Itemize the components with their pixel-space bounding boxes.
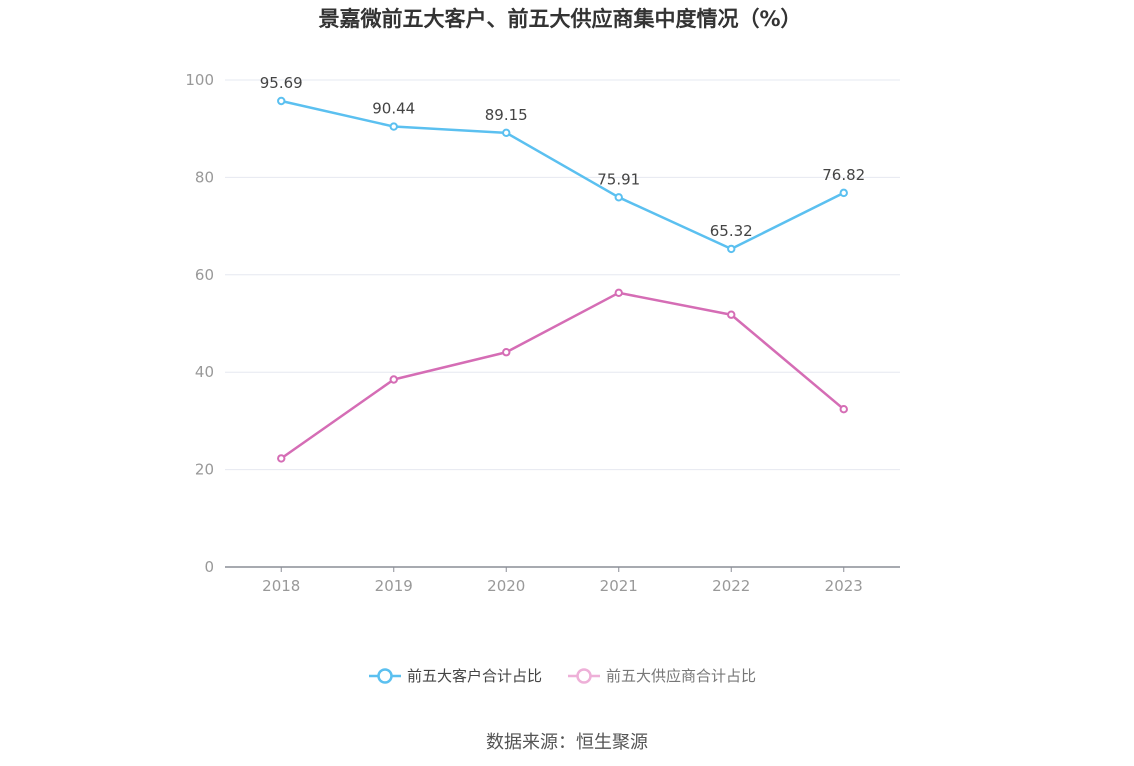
data-point[interactable]	[614, 288, 623, 298]
source-note: 数据来源：恒生聚源	[486, 732, 648, 753]
data-point[interactable]	[727, 244, 736, 254]
legend-label: 前五大客户合计占比	[407, 667, 542, 685]
data-label: 90.44	[372, 100, 415, 118]
data-point[interactable]	[389, 375, 398, 384]
x-tick-label: 2020	[487, 577, 525, 595]
legend-marker-icon	[377, 668, 393, 684]
data-point[interactable]	[277, 454, 286, 463]
series-layer: 95.69 90.44 89.15 75.91 65.32 76.82	[260, 74, 865, 463]
data-point[interactable]	[839, 405, 848, 414]
y-tick-label: 80	[195, 168, 214, 186]
data-point[interactable]	[614, 193, 623, 202]
grid	[225, 79, 900, 471]
legend-item-0[interactable]: 前五大客户合计占比	[369, 667, 542, 685]
x-tick-label: 2018	[262, 577, 300, 595]
data-label: 89.15	[485, 106, 528, 124]
axes: 0 20 40 60 80 100 2018 2019 2020 2021 2022 2023	[185, 71, 900, 595]
y-tick-label: 0	[204, 558, 214, 576]
x-tick-label: 2022	[712, 577, 750, 595]
data-point[interactable]	[502, 348, 511, 357]
y-tick-label: 20	[195, 461, 214, 479]
data-label: 95.69	[260, 74, 303, 92]
data-point[interactable]	[277, 96, 286, 106]
series-1	[277, 288, 848, 463]
data-label: 75.91	[597, 170, 640, 188]
x-tick-label: 2021	[600, 577, 638, 595]
y-tick-label: 40	[195, 363, 214, 381]
data-point[interactable]	[727, 310, 736, 319]
legend-marker-icon	[576, 668, 592, 684]
x-tick-label: 2019	[375, 577, 413, 595]
legend-item-1[interactable]: 前五大供应商合计占比	[568, 667, 756, 685]
data-point[interactable]	[502, 128, 511, 138]
data-point[interactable]	[389, 122, 398, 131]
legend-label: 前五大供应商合计占比	[606, 667, 756, 685]
data-point[interactable]	[839, 188, 848, 198]
data-label: 65.32	[710, 222, 753, 240]
y-tick-label: 60	[195, 266, 214, 284]
series-line	[280, 99, 845, 251]
legend[interactable]: 前五大客户合计占比 前五大供应商合计占比	[369, 667, 756, 685]
series-0: 95.69 90.44 89.15 75.91 65.32 76.82	[260, 74, 865, 254]
chart-title: 景嘉微前五大客户、前五大供应商集中度情况（%）	[318, 7, 801, 31]
series-line	[280, 291, 845, 460]
data-label: 76.82	[822, 166, 865, 184]
y-tick-label: 100	[185, 71, 214, 89]
x-tick-label: 2023	[825, 577, 863, 595]
